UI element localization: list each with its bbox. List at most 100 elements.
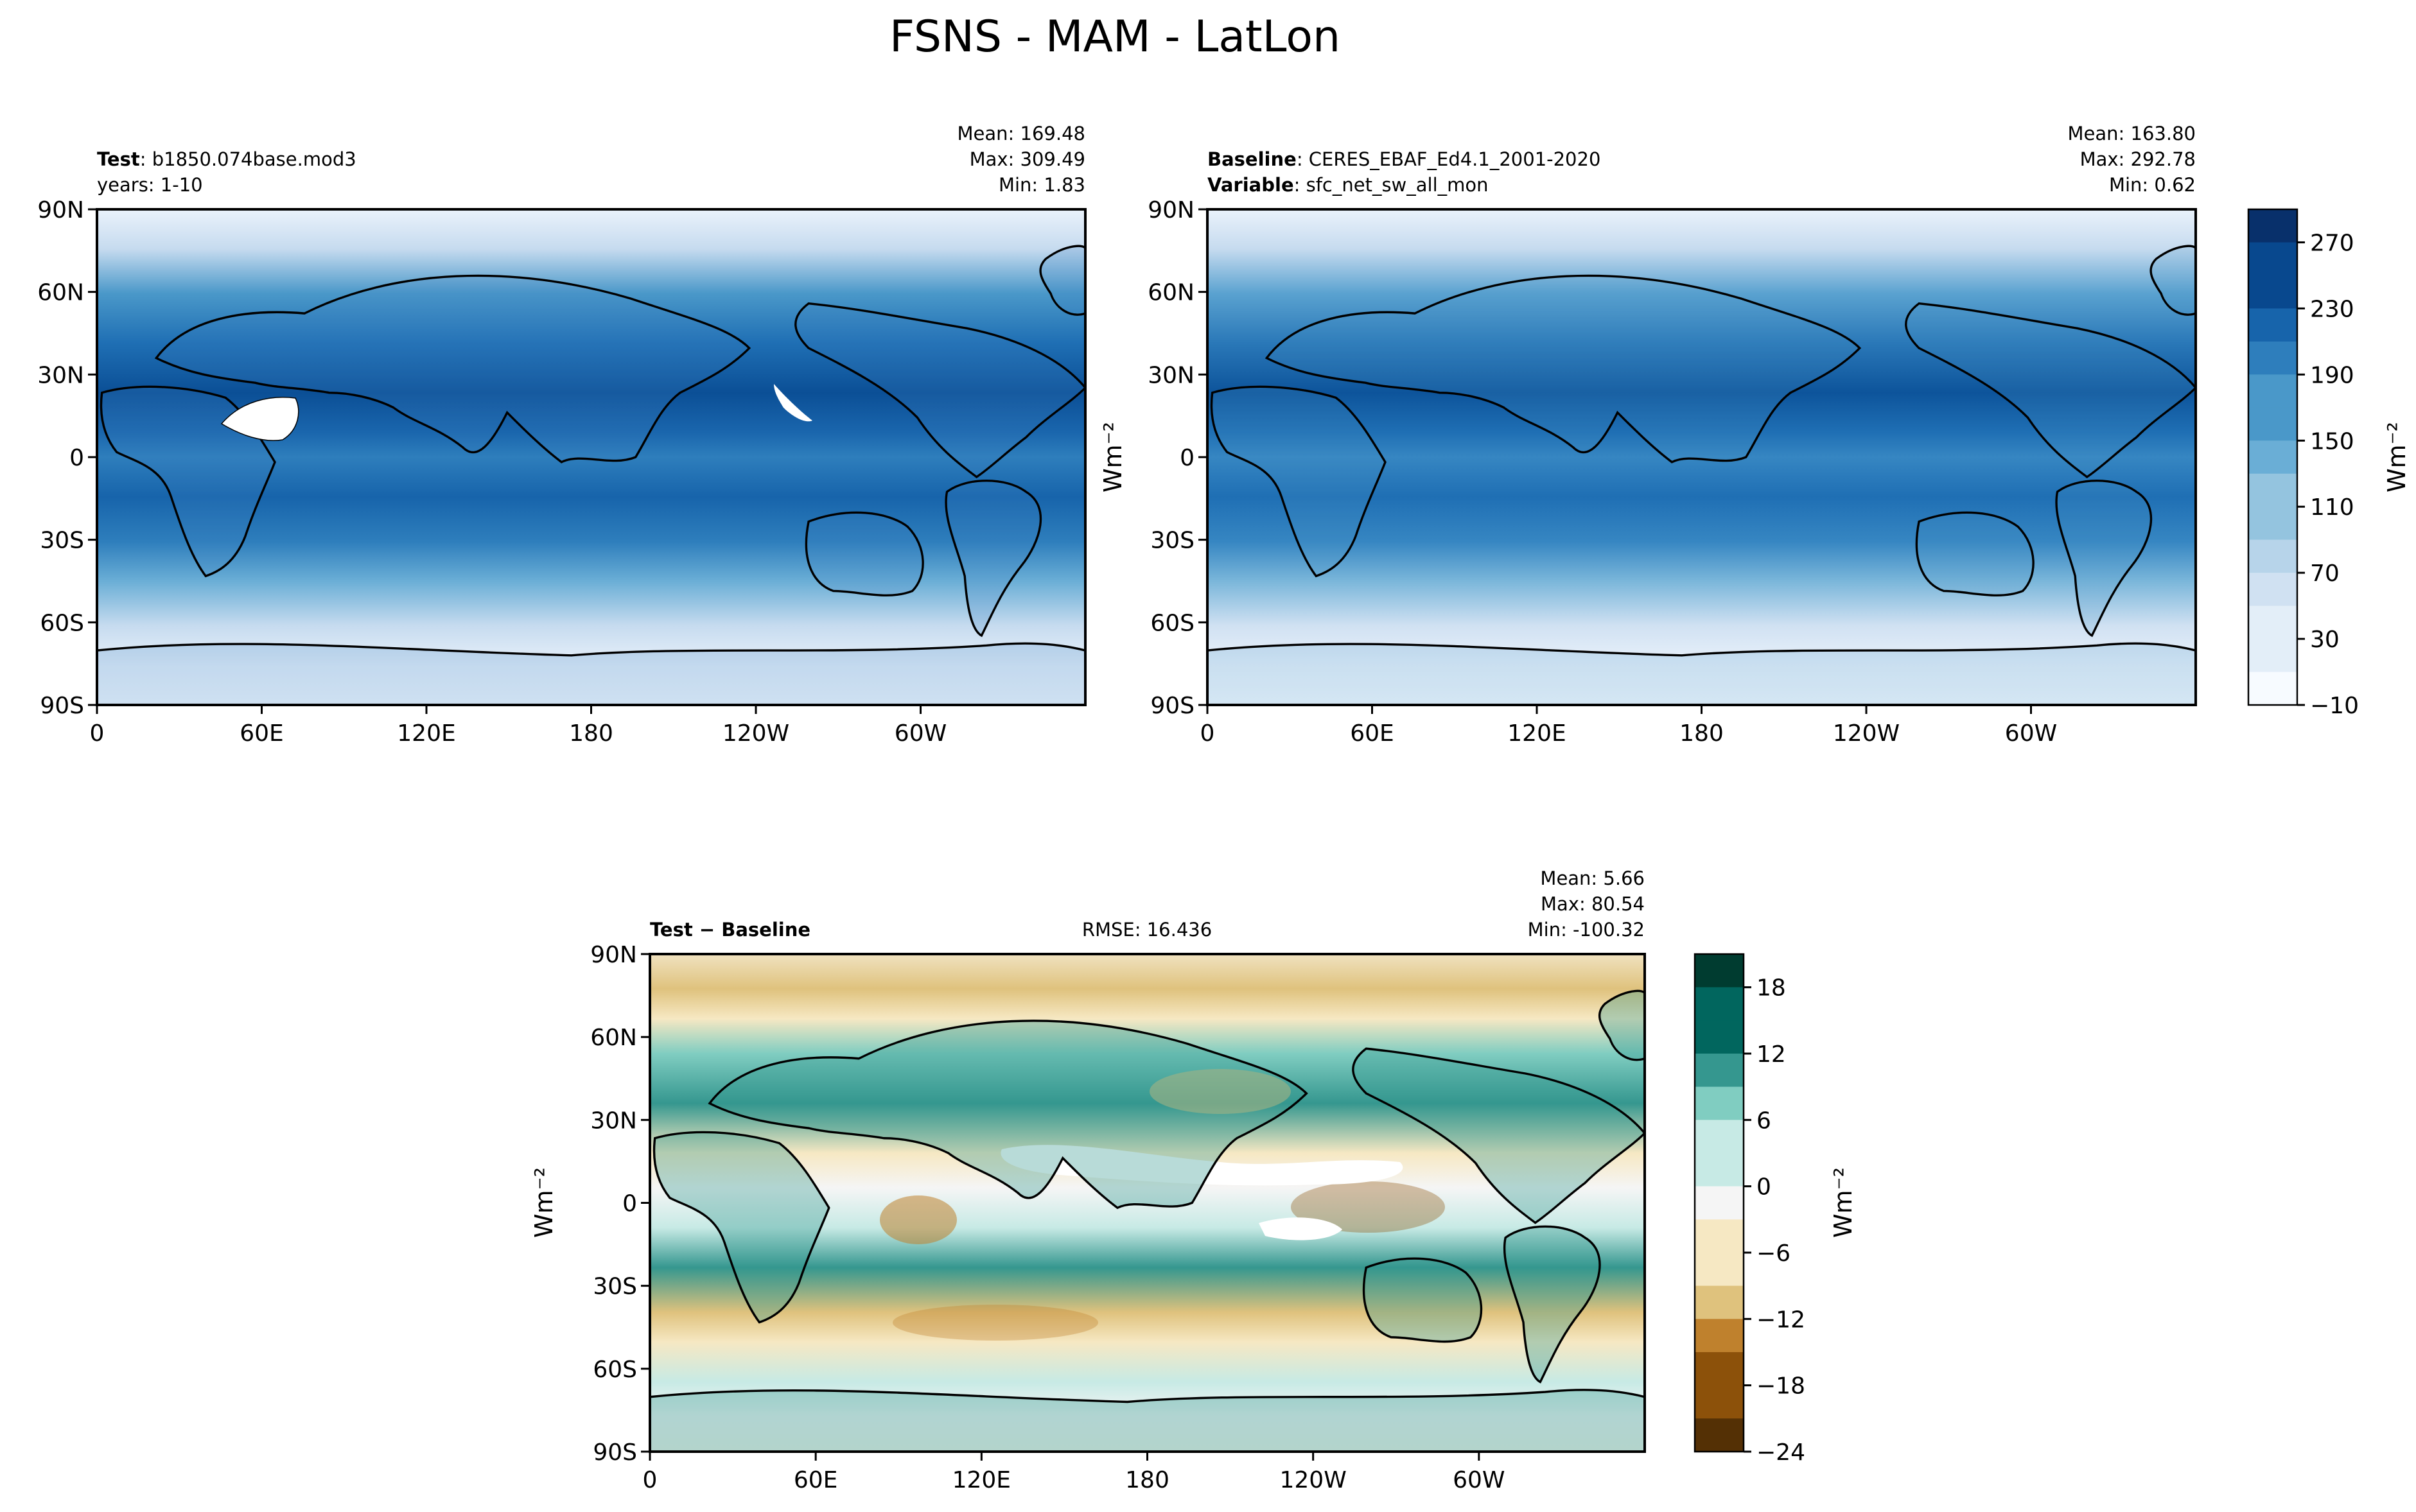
colorbar-top-cell bbox=[2248, 539, 2297, 573]
map-test-lon-label: 120W bbox=[722, 720, 789, 747]
map-test-lon-axis: 0 60E 120E 180 120W 60W bbox=[90, 705, 947, 747]
panel-baseline-mean: Mean: 163.80 bbox=[2068, 123, 2196, 144]
colorbar-bottom-cell bbox=[1695, 1054, 1744, 1088]
map-baseline-lat-label: 90S bbox=[1150, 693, 1195, 719]
map-diff-lat-axis: 90N 60N 30N 0 30S 60S 90S bbox=[590, 942, 650, 1466]
diff-blob-southern-ocean bbox=[893, 1305, 1098, 1341]
colorbar-top-cell bbox=[2248, 275, 2297, 309]
panel-baseline-label-bold: Baseline bbox=[1207, 148, 1297, 170]
colorbar-top-cell bbox=[2248, 308, 2297, 342]
map-baseline-lon-label: 60W bbox=[2005, 720, 2057, 747]
panel-diff-min: Min: -100.32 bbox=[1528, 919, 1645, 941]
map-diff-lon-label: 120E bbox=[952, 1467, 1011, 1493]
map-baseline-field bbox=[1207, 209, 2196, 705]
diff-side-units-label: Wm⁻² bbox=[530, 1167, 558, 1238]
colorbar-top-tick-label: 150 bbox=[2310, 428, 2354, 455]
map-test-lon-label: 120E bbox=[397, 720, 455, 747]
colorbar-bottom-cell bbox=[1695, 1352, 1744, 1386]
map-test-missing-california bbox=[774, 384, 812, 422]
panel-test-label-bold: Test bbox=[97, 148, 140, 170]
panel-baseline-label-rest: : CERES_EBAF_Ed4.1_2001-2020 bbox=[1297, 148, 1601, 170]
panel-test-label: Test: b1850.074base.mod3 bbox=[97, 148, 356, 170]
colorbar-top-cell bbox=[2248, 242, 2297, 276]
colorbar-bottom-tick-label: −12 bbox=[1756, 1307, 1805, 1333]
panel-baseline-variable: Variable: sfc_net_sw_all_mon bbox=[1207, 174, 1489, 196]
colorbar-bottom-label: Wm⁻² bbox=[1829, 1167, 1857, 1238]
panel-test: Test: b1850.074base.mod3 years: 1-10 Mea… bbox=[37, 123, 1087, 747]
panel-baseline-variable-bold: Variable bbox=[1207, 174, 1294, 196]
map-diff-lon-label: 120W bbox=[1280, 1467, 1347, 1493]
colorbar-top-tick-label: 30 bbox=[2310, 627, 2340, 653]
colorbar-bottom-tick-label: 12 bbox=[1756, 1041, 1786, 1068]
panel-baseline-min: Min: 0.62 bbox=[2109, 174, 2196, 196]
map-diff-lat-label: 30N bbox=[590, 1108, 637, 1134]
map-baseline-lon-label: 120W bbox=[1833, 720, 1900, 747]
colorbar-bottom-cell bbox=[1695, 1153, 1744, 1187]
map-test-lat-label: 60N bbox=[37, 280, 84, 306]
colorbar-top-cell bbox=[2248, 672, 2297, 706]
map-test-lon-label: 0 bbox=[90, 720, 105, 747]
map-diff-lat-label: 60N bbox=[590, 1025, 637, 1051]
map-test-lat-label: 0 bbox=[69, 445, 84, 471]
map-baseline-lon-axis: 0 60E 120E 180 120W 60W bbox=[1200, 705, 2057, 747]
map-test-lon-label: 60E bbox=[240, 720, 284, 747]
map-test-field bbox=[97, 209, 1085, 705]
panel-baseline-variable-rest: : sfc_net_sw_all_mon bbox=[1294, 174, 1489, 196]
colorbar-bottom-cell bbox=[1695, 1219, 1744, 1253]
colorbar-top-cell bbox=[2248, 407, 2297, 441]
colorbar-bottom-tick-label: 18 bbox=[1756, 975, 1786, 1002]
colorbar-bottom-cell bbox=[1695, 1319, 1744, 1353]
colorbar-top-tick-label: −10 bbox=[2310, 693, 2359, 719]
colorbar-top-cell bbox=[2248, 573, 2297, 607]
map-diff-lat-label: 60S bbox=[593, 1357, 637, 1383]
diff-blob-south-pacific bbox=[1291, 1181, 1445, 1233]
colorbar-bottom-cell bbox=[1695, 1186, 1744, 1220]
map-test-lat-label: 30N bbox=[37, 362, 84, 388]
map-baseline-lat-label: 30N bbox=[1148, 362, 1195, 388]
colorbar-bottom-tick-label: −6 bbox=[1756, 1240, 1790, 1267]
map-baseline-lon-label: 0 bbox=[1200, 720, 1215, 747]
colorbar-top-cell bbox=[2248, 507, 2297, 541]
panel-baseline-max: Max: 292.78 bbox=[2080, 148, 2196, 170]
panel-baseline: Baseline: CERES_EBAF_Ed4.1_2001-2020 Var… bbox=[1148, 123, 2197, 747]
panel-test-years: years: 1-10 bbox=[97, 174, 203, 196]
side-units-label: Wm⁻² bbox=[1099, 422, 1127, 492]
map-diff-field bbox=[650, 954, 1645, 1452]
map-baseline-lon-label: 60E bbox=[1350, 720, 1394, 747]
colorbar-bottom-cell bbox=[1695, 1020, 1744, 1054]
colorbar-top-tick-label: 270 bbox=[2310, 230, 2354, 256]
colorbar-bottom-tick-label: −18 bbox=[1756, 1373, 1805, 1400]
colorbar-bottom-cell bbox=[1695, 1253, 1744, 1287]
colorbar-top-tick-label: 190 bbox=[2310, 362, 2354, 388]
panel-diff-label: Test − Baseline bbox=[650, 919, 810, 941]
map-diff-lon-axis: 0 60E 120E 180 120W 60W bbox=[643, 1452, 1505, 1493]
map-test-lat-label: 60S bbox=[40, 610, 84, 636]
map-diff-lon-label: 60E bbox=[794, 1467, 838, 1493]
colorbar-top-tick-label: 70 bbox=[2310, 560, 2340, 587]
colorbar-top-cell bbox=[2248, 639, 2297, 673]
panel-baseline-label: Baseline: CERES_EBAF_Ed4.1_2001-2020 bbox=[1207, 148, 1600, 170]
map-baseline-lat-label: 60N bbox=[1148, 280, 1195, 306]
map-diff-lat-label: 90N bbox=[590, 942, 637, 968]
colorbar-bottom-cell bbox=[1695, 987, 1744, 1021]
colorbar-top-cell bbox=[2248, 440, 2297, 474]
colorbar-top-label: Wm⁻² bbox=[2383, 422, 2411, 492]
colorbar-bottom-frame bbox=[1694, 953, 1745, 1453]
panel-test-label-rest: : b1850.074base.mod3 bbox=[140, 148, 356, 170]
map-baseline-lon-label: 180 bbox=[1679, 720, 1724, 747]
map-test-lon-label: 180 bbox=[569, 720, 613, 747]
map-diff-lat-label: 30S bbox=[593, 1274, 637, 1300]
colorbar-bottom-cell bbox=[1695, 1086, 1744, 1120]
colorbar-top-frame bbox=[2247, 208, 2298, 706]
map-diff-lat-label: 90S bbox=[593, 1439, 637, 1466]
map-test-lat-label: 90N bbox=[37, 197, 84, 223]
panel-test-max: Max: 309.49 bbox=[970, 148, 1085, 170]
map-baseline-lat-label: 30S bbox=[1150, 528, 1195, 554]
map-test-missing-arabian-sea bbox=[220, 397, 299, 441]
diff-white-tropical-pacific-south bbox=[1259, 1217, 1342, 1240]
map-baseline-lat-axis: 90N 60N 30N 0 30S 60S 90S bbox=[1148, 197, 1207, 719]
colorbar-top: 270 230 190 150 110 70 30 −10 Wm⁻² bbox=[2247, 208, 2411, 719]
map-baseline-lat-label: 0 bbox=[1180, 445, 1195, 471]
map-test-lat-label: 30S bbox=[40, 528, 84, 554]
colorbar-bottom-cell bbox=[1695, 1285, 1744, 1319]
